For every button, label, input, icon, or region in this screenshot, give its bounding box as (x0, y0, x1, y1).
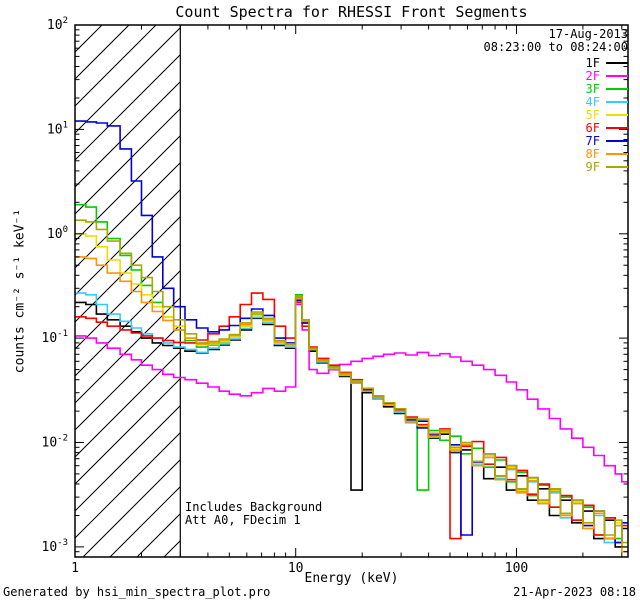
hatch-line (75, 188, 181, 296)
footer-timestamp: 21-Apr-2023 08:18 (513, 585, 636, 599)
hatch-line (75, 323, 181, 431)
legend-label: 7F (585, 133, 600, 148)
hatch-line (75, 377, 181, 485)
legend-line-swatch (606, 113, 628, 116)
legend-item-7F: 7F (585, 133, 628, 148)
hatch-line (75, 242, 181, 350)
x-tick-label: 10 (288, 561, 304, 576)
hatch-line (75, 404, 181, 512)
hatch-line (136, 512, 181, 557)
legend-item-8F: 8F (585, 146, 628, 161)
x-axis-label: Energy (keV) (304, 571, 399, 586)
x-tick-label: 100 (505, 561, 528, 576)
legend-item-6F: 6F (585, 120, 628, 135)
plot-frame (74, 24, 629, 558)
legend-label: 5F (585, 107, 600, 122)
legend-line-swatch (606, 74, 628, 77)
legend-line-swatch (606, 61, 628, 64)
series-line-9F (75, 219, 628, 544)
y-tick-label: 10-1 (42, 329, 69, 346)
hatch-line (75, 80, 181, 188)
time-range-label: 08:23:00 to 08:24:00 (483, 40, 629, 54)
legend-line-swatch (606, 126, 628, 129)
y-tick-label: 10-3 (42, 538, 69, 555)
hatch-line (163, 539, 181, 557)
legend-item-5F: 5F (585, 107, 628, 122)
legend-line-swatch (606, 152, 628, 155)
annotation-includes-background: Includes Background (185, 500, 323, 514)
legend-label: 8F (585, 146, 600, 161)
legend-label: 9F (585, 159, 600, 174)
legend-line-swatch (606, 165, 628, 168)
y-tick-label: 100 (47, 225, 68, 242)
legend-label: 6F (585, 120, 600, 135)
legend-label: 1F (585, 55, 600, 70)
y-tick-label: 102 (47, 16, 68, 33)
legend-line-swatch (606, 87, 628, 90)
legend-label: 3F (585, 81, 600, 96)
hatch-line (75, 53, 181, 161)
hatch-line (75, 215, 181, 323)
annotation-att-fdecim: Att A0, FDecim 1 (185, 513, 301, 527)
y-axis-label: counts cm⁻² s⁻¹ keV⁻¹ (12, 208, 28, 374)
series-line-2F (75, 303, 628, 483)
legend-item-3F: 3F (585, 81, 628, 96)
hatch-line (75, 431, 181, 539)
hatch-line (82, 458, 181, 557)
date-block: 17-Aug-2013 08:23:00 to 08:24:00 (484, 28, 629, 54)
hatch-region (75, 25, 181, 557)
hatch-line (75, 26, 181, 134)
series-group (75, 120, 628, 553)
legend-label: 4F (585, 94, 600, 109)
date-label: 17-Aug-2013 (548, 27, 628, 41)
plot-annotations: Includes Background Att A0, FDecim 1 (185, 501, 322, 527)
y-tick-label: 101 (47, 120, 68, 137)
hatch-line (109, 485, 181, 557)
chart-title: Count Spectra for RHESSI Front Segments (175, 3, 528, 21)
hatch-line (75, 107, 181, 215)
legend-line-swatch (606, 100, 628, 103)
x-tick-label: 1 (71, 561, 79, 576)
y-tick-label: 10-2 (42, 434, 69, 451)
legend-item-1F: 1F (585, 55, 628, 70)
footer-generated-by: Generated by hsi_min_spectra_plot.pro (3, 585, 271, 599)
legend-item-9F: 9F (585, 159, 628, 174)
legend-line-swatch (606, 139, 628, 142)
legend-item-4F: 4F (585, 94, 628, 109)
legend-label: 2F (585, 68, 600, 83)
hatch-line (75, 25, 76, 26)
hatch-line (75, 134, 181, 242)
hatch-line (75, 296, 181, 404)
legend: 1F 2F 3F 4F 5F 6F 7F 8F 9F (585, 55, 628, 174)
legend-item-2F: 2F (585, 68, 628, 83)
